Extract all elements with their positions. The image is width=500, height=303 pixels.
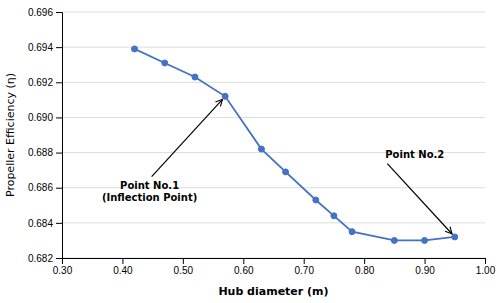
tick-label: 0.690 (28, 112, 53, 123)
point (391, 237, 397, 243)
point (452, 234, 458, 240)
tick: 0.30 (53, 258, 73, 276)
x-axis-title: Hub diameter (m) (218, 285, 328, 298)
annotation-arrow (387, 164, 452, 234)
tick-mark (364, 258, 365, 264)
point (192, 74, 198, 80)
tick-mark (304, 258, 305, 264)
tick: 0.694 (28, 42, 62, 53)
annotation-line: Point No.1 (120, 180, 179, 191)
tick-mark (56, 12, 62, 13)
grid-line (62, 82, 485, 83)
tick-mark (56, 117, 62, 118)
tick: 0.80 (355, 258, 375, 276)
x-axis: 0.30 0.40 0.50 0.60 0.70 0.80 0.90 1.00 (53, 258, 496, 276)
tick: 0.688 (28, 147, 62, 158)
series (132, 46, 458, 244)
tick: 0.686 (28, 182, 62, 193)
grid-line (62, 222, 485, 223)
tick-mark (56, 153, 62, 154)
tick-label: 0.70 (294, 265, 314, 276)
plot-area: 0.300.400.500.600.700.800.901.000.6820.6… (28, 7, 496, 276)
tick-label: 0.694 (28, 42, 53, 53)
annotations: Point No.1(Inflection Point) Point No.2 (102, 99, 452, 234)
tick-label: 0.684 (28, 218, 53, 229)
tick: 0.50 (174, 258, 194, 276)
tick-label: 0.40 (113, 265, 133, 276)
tick-label: 0.50 (174, 265, 194, 276)
tick-mark (425, 258, 426, 264)
tick-mark (56, 258, 62, 259)
point (132, 46, 138, 52)
tick: 0.684 (28, 218, 62, 229)
tick: 0.682 (28, 253, 62, 264)
tick-label: 0.696 (28, 7, 53, 18)
tick-mark (243, 258, 244, 264)
point (222, 93, 228, 99)
point (162, 60, 168, 66)
annotation-arrow (152, 99, 223, 176)
tick-label: 0.60 (234, 265, 254, 276)
tick-label: 0.688 (28, 147, 53, 158)
tick: 0.70 (294, 258, 314, 276)
annotation-text: Point No.2 (385, 149, 444, 160)
tick-label: 0.30 (53, 265, 73, 276)
annotation-line: (Inflection Point) (102, 192, 197, 203)
tick-label: 0.80 (355, 265, 375, 276)
tick-mark (122, 258, 123, 264)
tick-label: 0.692 (28, 77, 53, 88)
grid (62, 12, 485, 258)
axis-line (56, 13, 63, 259)
tick-label: 1.00 (476, 265, 496, 276)
tick: 0.692 (28, 77, 62, 88)
y-axis-title: Propeller Efficiency (η) (4, 73, 17, 197)
grid-line (62, 12, 485, 13)
grid-line (62, 47, 485, 48)
tick-label: 0.682 (28, 253, 53, 264)
point (349, 229, 355, 235)
tick: 1.00 (476, 258, 496, 276)
tick-mark (56, 188, 62, 189)
annotation-text: Point No.1(Inflection Point) (102, 180, 197, 203)
tick-mark (183, 258, 184, 264)
axis-line (63, 259, 486, 265)
tick: 0.60 (234, 258, 254, 276)
line (135, 49, 455, 241)
tick: 0.690 (28, 112, 62, 123)
tick-label: 0.90 (415, 265, 435, 276)
point (331, 213, 337, 219)
tick-mark (485, 258, 486, 264)
y-axis: 0.682 0.684 0.686 0.688 0.690 0.692 0.694 0.696 (28, 7, 63, 264)
tick-mark (56, 82, 62, 83)
tick-mark (56, 47, 62, 48)
grid-line (62, 117, 485, 118)
tick-mark (56, 223, 62, 224)
point (258, 146, 264, 152)
point (422, 237, 428, 243)
tick: 0.90 (415, 258, 435, 276)
tick: 0.40 (113, 258, 133, 276)
chart: 0.300.400.500.600.700.800.901.000.6820.6… (0, 0, 500, 303)
tick-label: 0.686 (28, 182, 53, 193)
point (313, 197, 319, 203)
annotation-line: Point No.2 (385, 149, 444, 160)
point (283, 169, 289, 175)
tick: 0.696 (28, 7, 62, 18)
